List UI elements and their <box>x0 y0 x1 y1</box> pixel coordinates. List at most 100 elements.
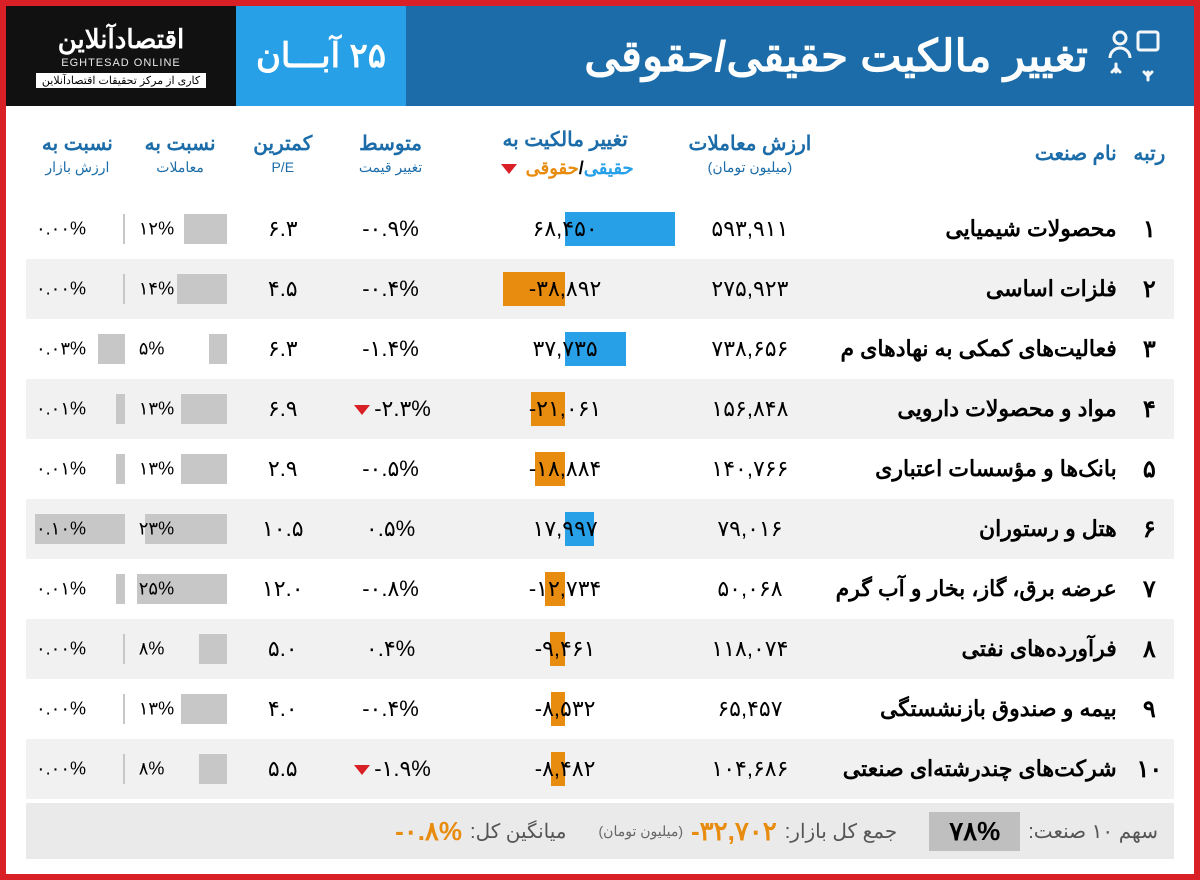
cell-avg-change: -۱.۹% <box>334 739 447 799</box>
ratio-market-bar <box>116 394 125 424</box>
avg-change-value: -۰.۴% <box>362 276 419 301</box>
cell-ratio-trades: ۱۳% <box>129 439 232 499</box>
ratio-trades-value: ۱۳% <box>139 699 174 720</box>
footer-total-label: جمع کل بازار: <box>785 819 897 844</box>
cell-ratio-trades: ۲۳% <box>129 499 232 559</box>
ratio-market-value: ۰.۰۰% <box>36 699 86 720</box>
ratio-market-value: ۰.۰۱% <box>36 399 86 420</box>
cell-avg-change: -۲.۳% <box>334 379 447 439</box>
cell-industry-name: مواد و محصولات دارویی <box>817 379 1125 439</box>
ownership-value: -۳۸,۸۹۲ <box>529 276 602 302</box>
footer-total: جمع کل بازار: -۳۲,۷۰۲ (میلیون تومان) <box>583 816 914 847</box>
ownership-value: -۱۲,۷۳۴ <box>529 576 602 602</box>
table-row: ۷عرضه برق، گاز، بخار و آب گرم۵۰,۰۶۸-۱۲,۷… <box>26 559 1174 619</box>
cell-industry-name: عرضه برق، گاز، بخار و آب گرم <box>817 559 1125 619</box>
cell-industry-name: فرآورده‌های نفتی <box>817 619 1125 679</box>
cell-ownership: -۳۸,۸۹۲ <box>447 259 683 319</box>
cell-pe: ۴.۵ <box>231 259 334 319</box>
logo-main: اقتصادآنلاین <box>58 24 185 55</box>
ratio-trades-bar <box>199 634 228 664</box>
logo: اقتصادآنلاین EGHTESAD ONLINE کاری از مرک… <box>6 6 236 106</box>
ratio-market-value: ۰.۰۰% <box>36 639 86 660</box>
cell-trade-value: ۱۵۶,۸۴۸ <box>683 379 816 439</box>
ownership-value: -۸,۵۳۲ <box>535 696 596 722</box>
col-ratio-market-label: نسبت به <box>42 133 113 155</box>
avg-change-value: -۰.۹% <box>362 216 419 241</box>
footer: سهم ۱۰ صنعت: ۷۸% جمع کل بازار: -۳۲,۷۰۲ (… <box>26 803 1174 859</box>
cell-avg-change: -۰.۵% <box>334 439 447 499</box>
avg-change-value: -۲.۳% <box>374 396 431 421</box>
cell-rank: ۴ <box>1125 379 1174 439</box>
avg-change-value: -۰.۵% <box>362 456 419 481</box>
col-avg: متوسط تغییر قیمت <box>334 116 447 199</box>
table-row: ۱۰شرکت‌های چندرشته‌ای صنعتی۱۰۴,۶۸۶-۸,۴۸۲… <box>26 739 1174 799</box>
cell-ratio-market: ۰.۰۱% <box>26 379 129 439</box>
cell-trade-value: ۶۵,۴۵۷ <box>683 679 816 739</box>
cell-trade-value: ۱۰۴,۶۸۶ <box>683 739 816 799</box>
col-pe-sub: P/E <box>235 158 330 178</box>
ratio-market-value: ۰.۰۱% <box>36 579 86 600</box>
ratio-trades-bar <box>181 694 228 724</box>
cell-industry-name: بانک‌ها و مؤسسات اعتباری <box>817 439 1125 499</box>
col-ratio-trades-label: نسبت به <box>145 133 216 155</box>
page-title: تغییر مالکیت حقیقی/حقوقی <box>584 31 1088 82</box>
cell-ratio-trades: ۱۳% <box>129 379 232 439</box>
col-ratio-trades: نسبت به معاملات <box>129 116 232 199</box>
ratio-trades-value: ۱۲% <box>139 219 174 240</box>
cell-rank: ۸ <box>1125 619 1174 679</box>
col-avg-label: متوسط <box>359 133 422 155</box>
cell-ratio-market: ۰.۰۳% <box>26 319 129 379</box>
report-frame: تغییر مالکیت حقیقی/حقوقی ۲۵ آبـــان اقتص… <box>0 0 1200 880</box>
ratio-trades-value: ۱۳% <box>139 399 174 420</box>
down-triangle-icon <box>354 405 370 415</box>
cell-avg-change: -۰.۴% <box>334 259 447 319</box>
ownership-real-label: حقیقی <box>584 158 634 178</box>
table-row: ۶هتل و رستوران۷۹,۰۱۶۱۷,۹۹۷۰.۵%۱۰.۵۲۳%۰.۱… <box>26 499 1174 559</box>
col-ratio-trades-sub: معاملات <box>133 158 228 178</box>
ownership-value: -۸,۴۸۲ <box>535 756 596 782</box>
cell-trade-value: ۲۷۵,۹۲۳ <box>683 259 816 319</box>
cell-trade-value: ۷۹,۰۱۶ <box>683 499 816 559</box>
ownership-icon <box>1102 24 1166 88</box>
ratio-market-bar <box>116 574 125 604</box>
cell-avg-change: ۰.۵% <box>334 499 447 559</box>
cell-ownership: ۶۸,۴۵۰ <box>447 199 683 259</box>
table-row: ۴مواد و محصولات دارویی۱۵۶,۸۴۸-۲۱,۰۶۱-۲.۳… <box>26 379 1174 439</box>
header-title-block: تغییر مالکیت حقیقی/حقوقی <box>406 6 1194 106</box>
cell-rank: ۳ <box>1125 319 1174 379</box>
ratio-trades-value: ۵% <box>139 339 165 360</box>
col-trade-value: ارزش معاملات (میلیون تومان) <box>683 116 816 199</box>
ownership-legal-label: حقوقی <box>526 158 579 178</box>
col-ownership-sub: حقیقی/حقوقی <box>451 156 679 181</box>
cell-ratio-trades: ۲۵% <box>129 559 232 619</box>
ownership-value: ۳۷,۷۳۵ <box>533 336 598 362</box>
ratio-trades-bar <box>199 754 228 784</box>
cell-pe: ۱۰.۵ <box>231 499 334 559</box>
col-pe: کمترین P/E <box>231 116 334 199</box>
col-name: نام صنعت <box>817 116 1125 199</box>
col-rank: رتبه <box>1125 116 1174 199</box>
avg-change-value: ۰.۵% <box>366 516 415 541</box>
cell-ratio-trades: ۸% <box>129 739 232 799</box>
avg-change-value: -۰.۸% <box>362 576 419 601</box>
cell-ratio-market: ۰.۰۰% <box>26 739 129 799</box>
avg-change-value: -۱.۴% <box>362 336 419 361</box>
table-row: ۸فرآورده‌های نفتی۱۱۸,۰۷۴-۹,۴۶۱۰.۴%۵.۰۸%۰… <box>26 619 1174 679</box>
cell-rank: ۵ <box>1125 439 1174 499</box>
table-body: ۱محصولات شیمیایی۵۹۳,۹۱۱۶۸,۴۵۰-۰.۹%۶.۳۱۲%… <box>26 199 1174 799</box>
ratio-trades-bar <box>181 454 228 484</box>
ratio-market-bar <box>116 454 125 484</box>
ownership-value: -۹,۴۶۱ <box>535 636 596 662</box>
cell-ratio-trades: ۱۳% <box>129 679 232 739</box>
footer-avg-label: میانگین کل: <box>470 819 567 844</box>
ratio-market-value: ۰.۰۱% <box>36 459 86 480</box>
col-ratio-market: نسبت به ارزش بازار <box>26 116 129 199</box>
ratio-trades-value: ۱۳% <box>139 459 174 480</box>
ownership-value: ۱۷,۹۹۷ <box>533 516 598 542</box>
ratio-trades-bar <box>209 334 227 364</box>
table-row: ۵بانک‌ها و مؤسسات اعتباری۱۴۰,۷۶۶-۱۸,۸۸۴-… <box>26 439 1174 499</box>
ratio-market-bar <box>123 634 125 664</box>
cell-rank: ۲ <box>1125 259 1174 319</box>
ratio-market-bar <box>123 754 125 784</box>
ownership-table: رتبه نام صنعت ارزش معاملات (میلیون تومان… <box>26 116 1174 799</box>
